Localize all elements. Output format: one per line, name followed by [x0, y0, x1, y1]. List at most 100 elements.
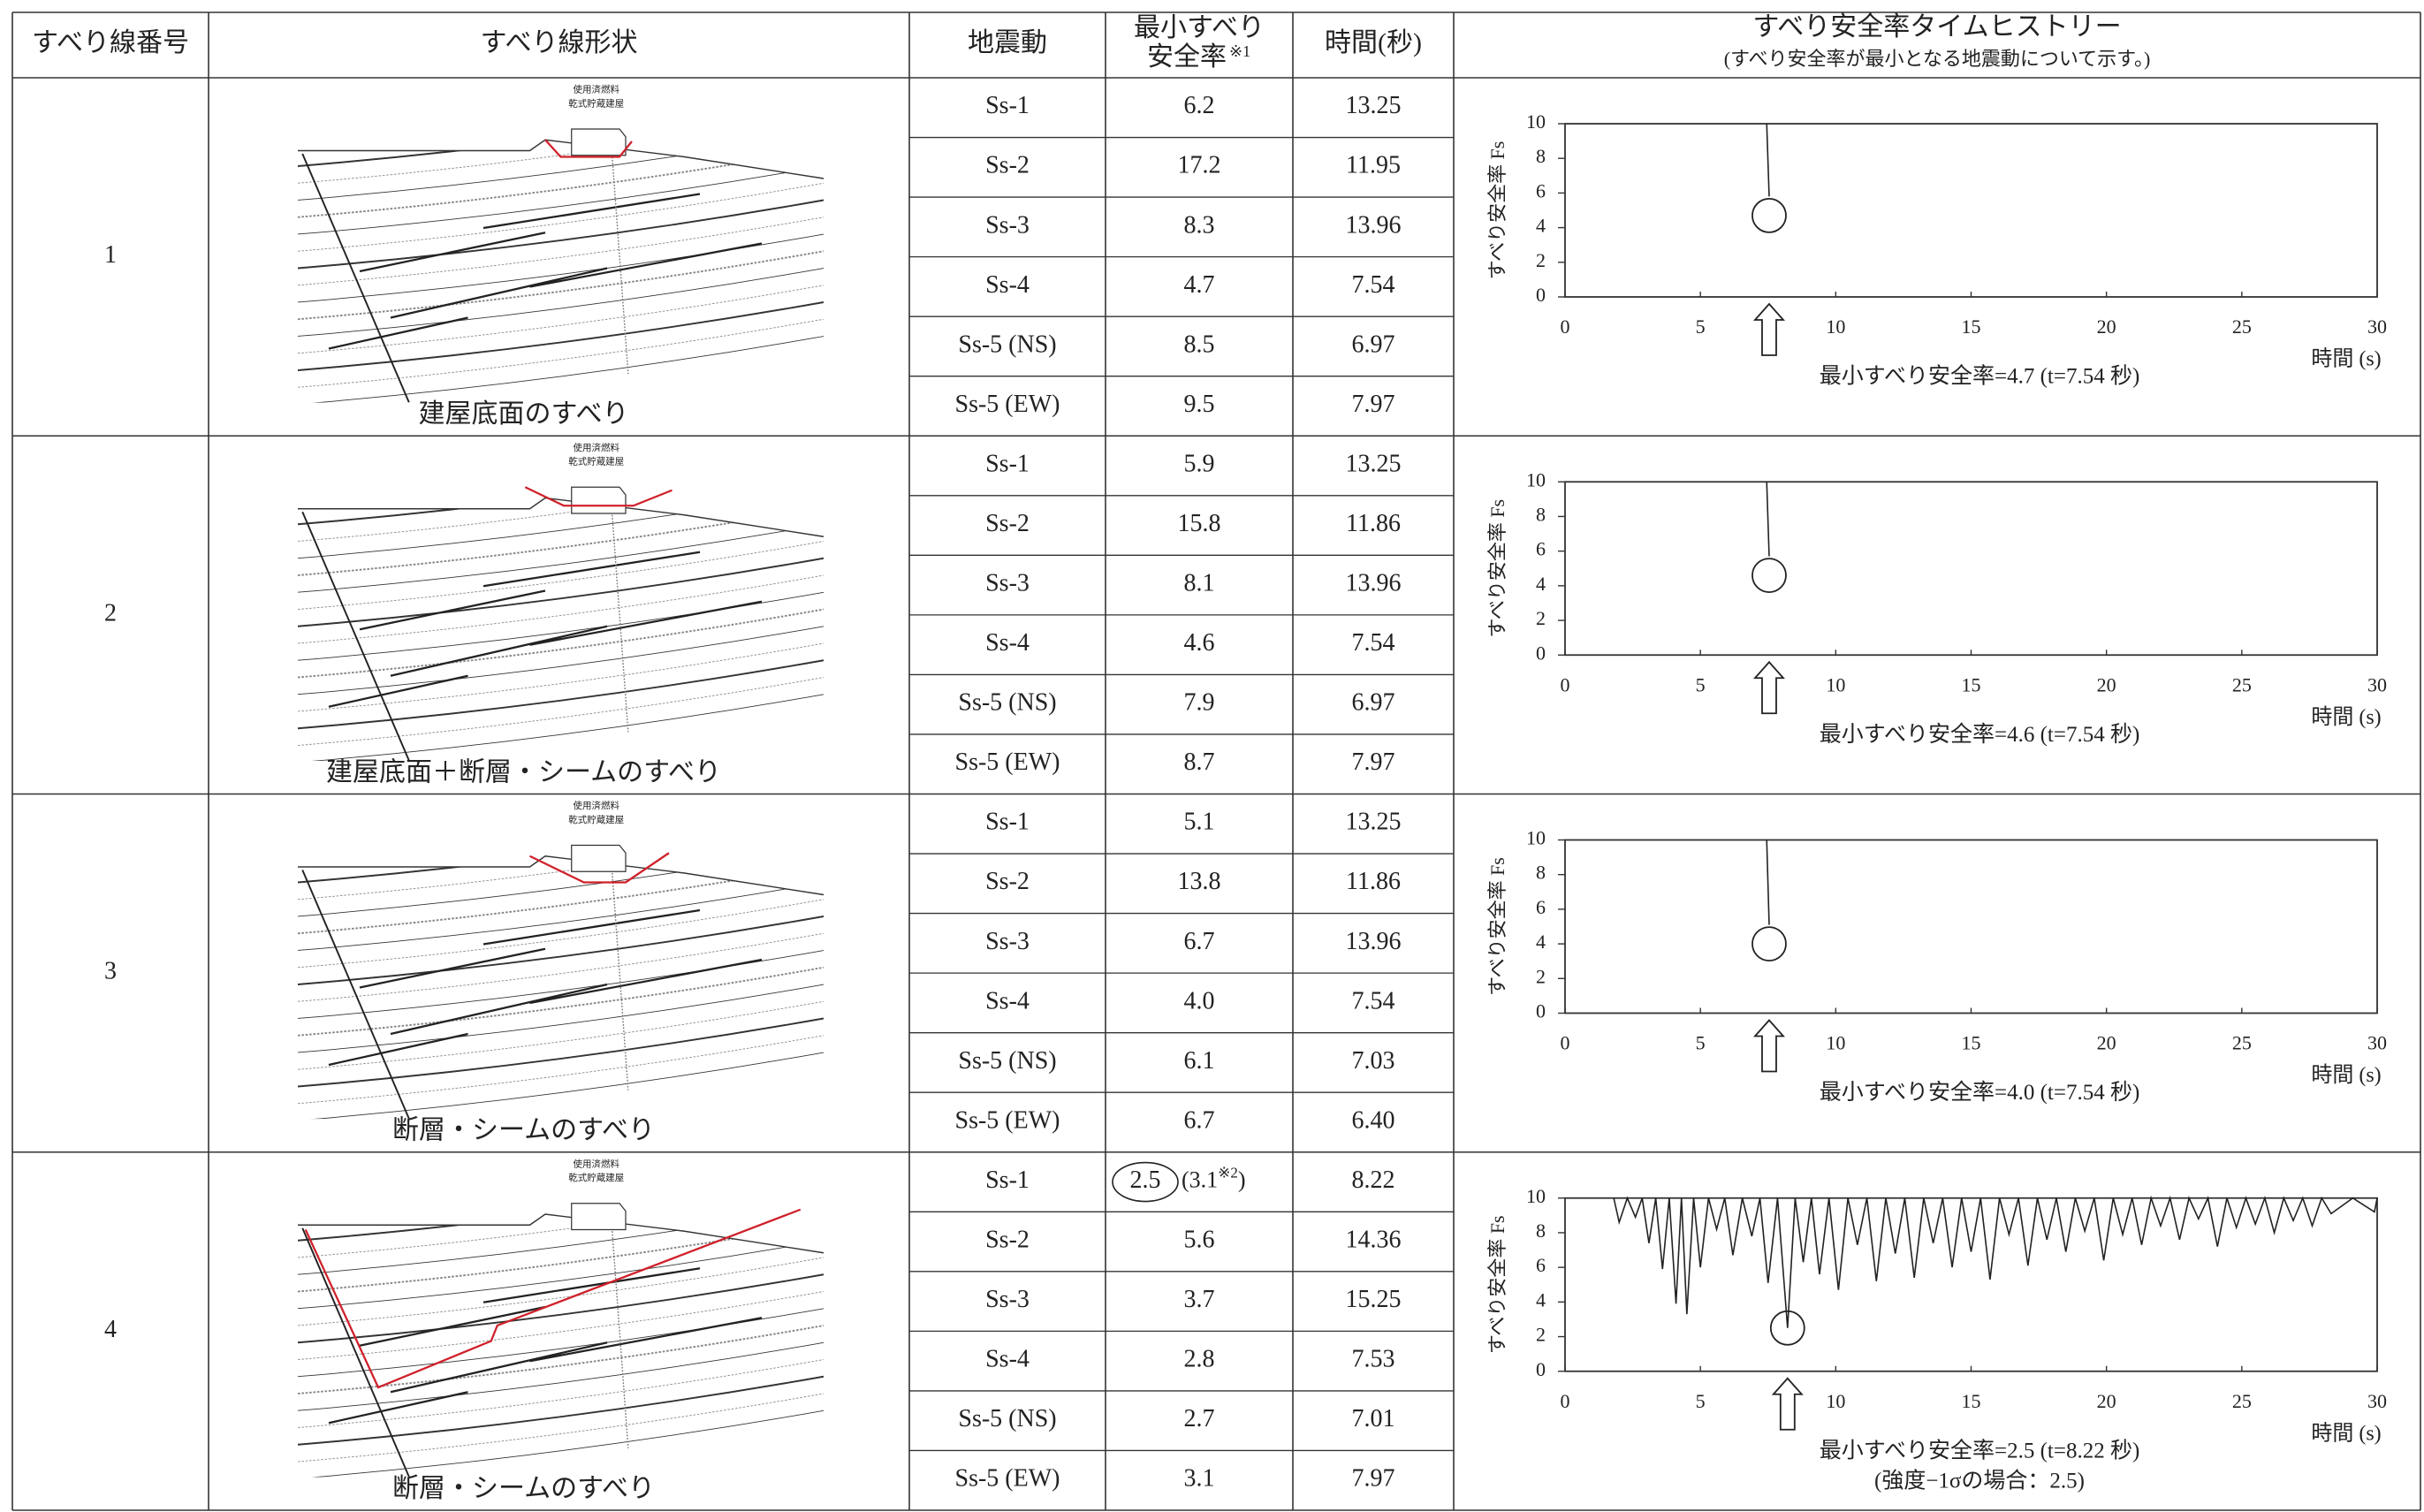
header-cell: 時間(秒) [1325, 28, 1422, 57]
time-cell: 13.25 [1346, 92, 1402, 119]
time-cell: 11.86 [1346, 868, 1401, 895]
fs-cell: 8.1 [1184, 570, 1215, 597]
time-cell: 7.54 [1352, 271, 1395, 299]
strata [298, 857, 824, 1120]
stratum-bold [390, 1341, 608, 1394]
stratum-bold [328, 1032, 468, 1067]
stratum-dashed [298, 1215, 824, 1258]
x-tick-label: 5 [1696, 1390, 1706, 1412]
stratum-line [298, 882, 824, 951]
building-label: 使用済燃料 [574, 1158, 620, 1169]
stratum-bold [529, 600, 763, 646]
fs-cell: 17.2 [1178, 152, 1221, 179]
stratum-line [298, 336, 824, 403]
y-tick-label: 0 [1536, 284, 1546, 306]
building-label: 乾式貯蔵建屋 [568, 97, 624, 109]
shape-caption: 建屋底面＋断層・シームのすべり [326, 757, 721, 786]
time-cell: 6.40 [1352, 1106, 1395, 1134]
y-tick-label: 8 [1536, 1219, 1546, 1242]
x-tick-label: 30 [2367, 1032, 2387, 1054]
stratum-line [298, 1308, 824, 1378]
building-label: 乾式貯蔵建屋 [568, 456, 624, 467]
fs-alt: (3.1※2) [1182, 1164, 1246, 1192]
motion-cell: Ss-5 (NS) [958, 1405, 1056, 1432]
shape-caption: 断層・シームのすべり [392, 1474, 655, 1503]
x-axis-label: 時間 (s) [2311, 1421, 2381, 1445]
fs-cell: 8.5 [1184, 331, 1215, 358]
stratum-line [298, 199, 824, 270]
stratum-line [298, 1409, 824, 1478]
y-axis-label: すべり安全率 Fs [1486, 141, 1508, 280]
x-tick-label: 20 [2097, 315, 2116, 338]
stratum-dashed [298, 148, 824, 218]
x-tick-label: 20 [2097, 1032, 2116, 1054]
stratum-bold [483, 1267, 701, 1303]
motion-cell: Ss-2 [985, 510, 1030, 537]
header-note: ※1 [1229, 42, 1250, 60]
fault [301, 511, 410, 761]
slip-number: 1 [104, 241, 117, 269]
stratum-dashed [298, 1000, 824, 1070]
fs-cell: 6.7 [1184, 1106, 1215, 1134]
motion-cell: Ss-5 (NS) [958, 689, 1056, 717]
motion-cell: Ss-1 [985, 1166, 1030, 1194]
stratum-bold [390, 983, 608, 1036]
data-line [1766, 482, 1770, 557]
motion-cell: Ss-5 (EW) [955, 1106, 1060, 1134]
stratum-bold [390, 625, 608, 677]
y-tick-label: 8 [1536, 503, 1546, 525]
stratum-dashed [298, 1359, 824, 1428]
stratum-line [298, 141, 824, 167]
shape-caption: 断層・シームのすべり [392, 1116, 655, 1145]
stratum-bold [529, 1317, 763, 1363]
motion-cell: Ss-1 [985, 450, 1030, 477]
building [571, 486, 627, 514]
stratum-bold [483, 193, 701, 230]
stratum-line [298, 950, 824, 1019]
plot-frame [1564, 839, 2378, 1014]
x-tick-label: 5 [1696, 1032, 1706, 1054]
fs-alt-value: (3.1 [1182, 1166, 1218, 1192]
ground-surface [298, 855, 824, 896]
stratum-dashed [298, 932, 824, 1002]
header-cell: すべり線形状 [481, 28, 638, 57]
time-cell: 6.97 [1352, 689, 1395, 717]
x-tick-label: 30 [2367, 1390, 2387, 1412]
y-tick-label: 2 [1536, 607, 1546, 629]
y-tick-label: 4 [1536, 1288, 1546, 1311]
fs-cell: 6.2 [1184, 92, 1215, 119]
stratum-line [298, 1215, 824, 1242]
time-cell: 7.97 [1352, 748, 1395, 776]
stratum-line [298, 268, 824, 337]
stratum-line [298, 916, 824, 985]
x-axis-label: 時間 (s) [2311, 1063, 2381, 1087]
motion-cell: Ss-4 [985, 1346, 1030, 1373]
stratum-dashed [298, 318, 824, 388]
time-cell: 7.03 [1352, 1047, 1395, 1075]
building-label: 乾式貯蔵建屋 [568, 814, 624, 825]
stratum-line [298, 523, 824, 593]
motion-cell: Ss-3 [985, 570, 1030, 597]
x-tick-label: 15 [1962, 1390, 1981, 1412]
stratum-bold [390, 267, 608, 319]
motion-cell: Ss-3 [985, 1286, 1030, 1313]
stratum-bold [483, 551, 701, 588]
fault [301, 153, 410, 403]
stratum-bold [359, 947, 546, 989]
stratum-line [298, 1273, 824, 1344]
x-tick-label: 25 [2232, 1390, 2252, 1412]
fs-cell: 2.5 [1130, 1166, 1161, 1194]
x-tick-label: 15 [1962, 315, 1981, 338]
min-arrow [1752, 660, 1785, 715]
stratum-dashed [298, 285, 824, 354]
motion-cell: Ss-5 (EW) [955, 748, 1060, 776]
fs-cell: 2.8 [1184, 1346, 1215, 1373]
x-tick-label: 5 [1696, 673, 1706, 695]
y-tick-label: 10 [1526, 827, 1546, 849]
fs-cell: 3.1 [1184, 1465, 1215, 1493]
fault [301, 870, 410, 1120]
fs-cell: 5.9 [1184, 450, 1215, 477]
data-line [1766, 840, 1770, 925]
time-cell: 7.53 [1352, 1346, 1395, 1373]
